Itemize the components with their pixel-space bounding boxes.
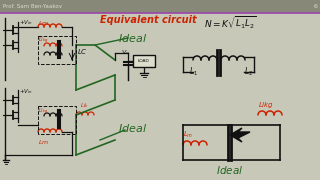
Text: Prof. Sam Ben-Yaakov: Prof. Sam Ben-Yaakov (3, 4, 62, 10)
Text: $Ll_{kg}$: $Ll_{kg}$ (38, 36, 49, 46)
Bar (38, 106, 76, 134)
Text: LOAD: LOAD (138, 59, 150, 63)
Text: $LC$: $LC$ (77, 48, 88, 57)
Text: $Lm$: $Lm$ (38, 19, 49, 27)
Bar (0, 0, 320, 13)
Text: $Ideal$: $Ideal$ (118, 32, 148, 44)
Polygon shape (230, 128, 250, 142)
Text: $L_1$: $L_1$ (189, 66, 198, 78)
Text: $L_2$: $L_2$ (244, 66, 253, 78)
Text: $Lm$: $Lm$ (38, 138, 49, 146)
Bar (38, 36, 76, 64)
Text: $V_o$: $V_o$ (121, 49, 130, 57)
Text: $Ideal$: $Ideal$ (216, 164, 244, 176)
Text: Equivalent circuit: Equivalent circuit (100, 15, 196, 25)
Text: $Ll_k$: $Ll_k$ (80, 102, 89, 111)
Bar (133, 55, 155, 67)
Text: $+V_{in}$: $+V_{in}$ (19, 87, 33, 96)
Text: $N = K\sqrt{L_1 L_2}$: $N = K\sqrt{L_1 L_2}$ (204, 15, 256, 31)
Text: $L_m$: $L_m$ (183, 130, 193, 140)
Text: $Ll_{kg}$: $Ll_{kg}$ (38, 107, 48, 117)
Text: $Llkg$: $Llkg$ (258, 100, 274, 110)
Text: 6: 6 (313, 4, 317, 10)
Text: $Ideal$: $Ideal$ (118, 122, 148, 134)
Text: $+V_{in}$: $+V_{in}$ (19, 19, 33, 27)
